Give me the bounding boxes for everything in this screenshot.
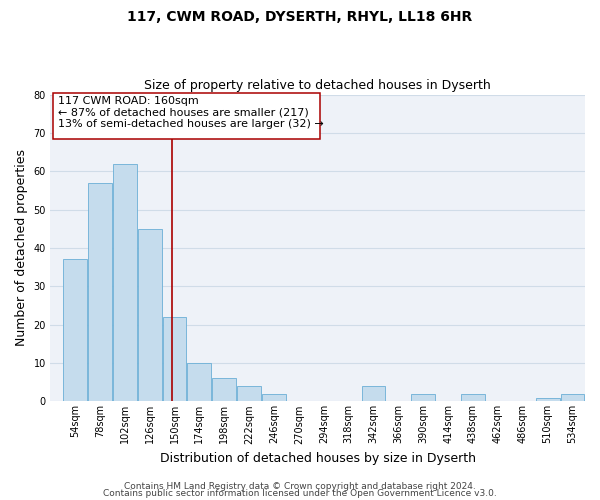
Text: Contains HM Land Registry data © Crown copyright and database right 2024.: Contains HM Land Registry data © Crown c… bbox=[124, 482, 476, 491]
FancyBboxPatch shape bbox=[53, 93, 320, 139]
Bar bbox=[461, 394, 485, 402]
Bar bbox=[137, 229, 161, 402]
Text: 117, CWM ROAD, DYSERTH, RHYL, LL18 6HR: 117, CWM ROAD, DYSERTH, RHYL, LL18 6HR bbox=[127, 10, 473, 24]
Bar bbox=[88, 183, 112, 402]
Bar bbox=[412, 394, 435, 402]
Y-axis label: Number of detached properties: Number of detached properties bbox=[15, 150, 28, 346]
Bar bbox=[560, 394, 584, 402]
Bar bbox=[536, 398, 560, 402]
Bar bbox=[163, 317, 187, 402]
Bar bbox=[212, 378, 236, 402]
Text: Contains public sector information licensed under the Open Government Licence v3: Contains public sector information licen… bbox=[103, 490, 497, 498]
Bar bbox=[63, 260, 87, 402]
Bar bbox=[362, 386, 385, 402]
Bar bbox=[113, 164, 137, 402]
Title: Size of property relative to detached houses in Dyserth: Size of property relative to detached ho… bbox=[144, 79, 491, 92]
Text: 117 CWM ROAD: 160sqm
← 87% of detached houses are smaller (217)
13% of semi-deta: 117 CWM ROAD: 160sqm ← 87% of detached h… bbox=[58, 96, 324, 130]
X-axis label: Distribution of detached houses by size in Dyserth: Distribution of detached houses by size … bbox=[160, 452, 476, 465]
Bar bbox=[262, 394, 286, 402]
Bar bbox=[237, 386, 261, 402]
Bar bbox=[187, 363, 211, 402]
